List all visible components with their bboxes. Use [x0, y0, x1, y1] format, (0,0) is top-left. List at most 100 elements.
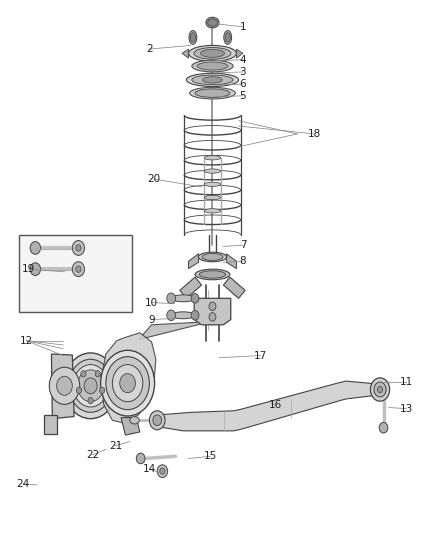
Circle shape [88, 398, 93, 404]
Bar [19, 235, 132, 312]
Ellipse shape [190, 33, 195, 42]
Circle shape [73, 365, 108, 407]
Circle shape [84, 378, 97, 394]
Circle shape [106, 357, 149, 410]
Ellipse shape [195, 89, 230, 98]
Ellipse shape [198, 252, 226, 262]
Text: 1: 1 [240, 22, 246, 32]
Ellipse shape [201, 50, 224, 58]
Circle shape [209, 313, 216, 321]
Polygon shape [51, 354, 74, 419]
Text: 2: 2 [146, 44, 153, 54]
Ellipse shape [204, 156, 221, 160]
Ellipse shape [204, 209, 221, 213]
Text: 13: 13 [399, 403, 413, 414]
Ellipse shape [208, 19, 217, 26]
Circle shape [76, 266, 81, 272]
Ellipse shape [204, 196, 221, 200]
Polygon shape [223, 277, 245, 298]
Circle shape [209, 302, 216, 311]
Circle shape [30, 263, 41, 276]
Ellipse shape [194, 47, 231, 59]
Text: 20: 20 [147, 174, 160, 184]
Ellipse shape [171, 312, 195, 319]
Circle shape [69, 359, 113, 413]
Circle shape [49, 367, 80, 405]
Text: 16: 16 [269, 400, 282, 410]
Polygon shape [194, 298, 231, 325]
Circle shape [95, 370, 100, 377]
Polygon shape [180, 277, 201, 298]
Text: 4: 4 [240, 55, 246, 64]
Ellipse shape [130, 417, 139, 424]
Text: 21: 21 [109, 441, 122, 451]
Text: 9: 9 [148, 314, 155, 325]
Ellipse shape [192, 60, 233, 72]
Circle shape [374, 382, 386, 397]
Circle shape [379, 422, 388, 433]
Circle shape [101, 350, 155, 416]
Text: 15: 15 [204, 451, 217, 462]
Ellipse shape [192, 75, 233, 85]
Text: 24: 24 [17, 479, 30, 489]
Circle shape [76, 387, 81, 393]
Polygon shape [188, 254, 198, 269]
Ellipse shape [195, 269, 230, 280]
Text: 11: 11 [399, 377, 413, 387]
Text: 14: 14 [143, 464, 156, 474]
Polygon shape [102, 333, 156, 423]
Polygon shape [157, 381, 380, 431]
Circle shape [167, 293, 176, 304]
Circle shape [167, 310, 176, 320]
Circle shape [81, 370, 86, 377]
Circle shape [136, 453, 145, 464]
Circle shape [113, 365, 143, 402]
Text: 19: 19 [22, 264, 35, 274]
Ellipse shape [206, 17, 219, 28]
Circle shape [378, 386, 383, 393]
Ellipse shape [224, 30, 232, 44]
Text: 12: 12 [20, 336, 33, 346]
Ellipse shape [204, 169, 221, 173]
Circle shape [76, 245, 81, 251]
Circle shape [149, 411, 165, 430]
Ellipse shape [188, 45, 237, 61]
Text: 10: 10 [145, 297, 158, 308]
Text: 22: 22 [86, 450, 99, 460]
Ellipse shape [202, 254, 223, 261]
Circle shape [157, 465, 168, 478]
Ellipse shape [186, 73, 239, 86]
Ellipse shape [199, 271, 226, 278]
Ellipse shape [225, 33, 230, 42]
Text: 8: 8 [240, 256, 246, 266]
Circle shape [153, 415, 162, 425]
Polygon shape [226, 254, 237, 269]
Circle shape [160, 468, 165, 474]
Circle shape [57, 376, 72, 395]
Text: 3: 3 [240, 67, 246, 77]
Circle shape [30, 241, 41, 254]
Text: 6: 6 [240, 79, 246, 89]
Ellipse shape [171, 295, 195, 302]
Ellipse shape [204, 182, 221, 187]
Polygon shape [138, 322, 208, 340]
Text: 5: 5 [240, 91, 246, 101]
Circle shape [191, 294, 199, 303]
Circle shape [78, 370, 104, 402]
Circle shape [371, 378, 390, 401]
Circle shape [72, 262, 85, 277]
Ellipse shape [197, 62, 228, 70]
Text: 17: 17 [254, 351, 267, 361]
Ellipse shape [190, 87, 235, 99]
Circle shape [120, 374, 135, 393]
Polygon shape [121, 418, 140, 435]
Polygon shape [44, 415, 57, 433]
Circle shape [72, 240, 85, 255]
Polygon shape [182, 49, 188, 58]
Text: 7: 7 [240, 240, 246, 251]
Text: 18: 18 [308, 129, 321, 139]
Circle shape [191, 311, 199, 320]
Ellipse shape [203, 77, 222, 83]
Circle shape [64, 353, 117, 419]
Polygon shape [237, 49, 243, 58]
